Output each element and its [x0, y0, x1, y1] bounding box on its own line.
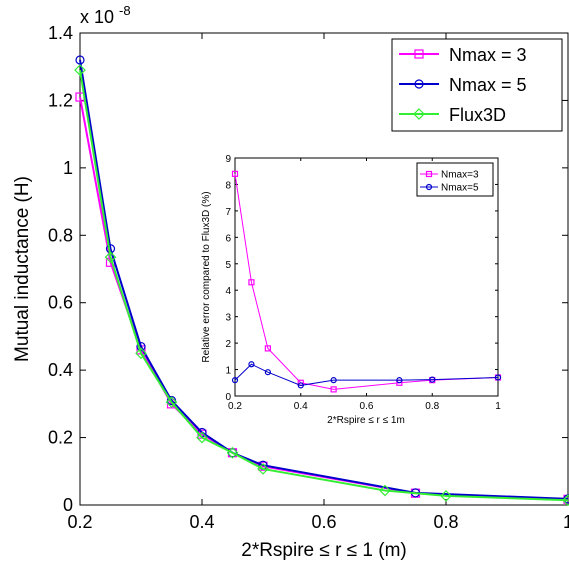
main-x-tick-label: 0.6 [311, 512, 336, 532]
main-y-ticks: 00.20.40.60.811.21.4 [48, 23, 568, 515]
main-series-3-point [135, 347, 147, 360]
inset-y-tick-label: 7 [225, 207, 231, 218]
inset-series-1-point [330, 386, 337, 393]
main-series-3-point [226, 446, 239, 459]
main-series-3-point [257, 463, 269, 475]
inset-y-tick-label: 0 [225, 392, 231, 403]
inset-y-axis-label: Relative error compared to Flux3D (%) [201, 191, 212, 362]
main-x-tick-label: 1 [563, 512, 569, 532]
inset-y-tick-label: 3 [225, 313, 231, 324]
inset-series-2-point [330, 377, 337, 384]
main-series-2-point [227, 448, 238, 458]
main-legend-marker-1 [414, 49, 424, 59]
main-y-tick-label: 0 [63, 495, 73, 515]
main-y-tick-label: 0.8 [48, 225, 73, 245]
inset-series-2-point [429, 376, 436, 383]
inset-series-group [231, 170, 502, 393]
main-legend-label-3: Flux3D [449, 105, 506, 125]
y-exponent-power: -8 [119, 3, 131, 18]
main-legend-marker-3 [413, 108, 425, 120]
main-y-tick-label: 0.6 [48, 293, 73, 313]
main-x-axis-label: 2*Rspire ≤ r ≤ 1 (m) [241, 540, 407, 561]
main-x-ticks: 0.2 0.4 0.6 0.8 1 [67, 33, 569, 532]
main-series-3-point [165, 396, 178, 409]
inset-y-ticks: 0 1 2 3 4 5 6 7 8 9 [225, 154, 498, 403]
inset-series-2-point [396, 377, 403, 384]
main-legend-items: Nmax = 3 Nmax = 5 Flux3D [399, 45, 527, 125]
inset-legend-marker-1 [425, 170, 433, 178]
main-series-3-point [74, 64, 86, 76]
main-x-tick-label: 0.4 [189, 512, 214, 532]
inset-y-tick-label: 5 [225, 260, 231, 271]
inset-series-1-point [264, 345, 271, 352]
inset-series-2-point [231, 377, 239, 384]
main-y-tick-label: 1.4 [48, 23, 73, 43]
main-series-3-point [440, 490, 452, 502]
main-y-axis-label: Mutual inductance (H) [12, 176, 33, 362]
inset-series-1-point [248, 279, 255, 286]
inset-series-1-point [231, 170, 239, 177]
main-x-tick-label: 0.8 [433, 512, 458, 532]
main-series-3-point [196, 431, 208, 444]
main-y-tick-label: 0.4 [48, 360, 73, 380]
inset-legend-marker-2 [425, 183, 433, 191]
inset-y-tick-label: 9 [225, 154, 231, 165]
inset-series-2-point [297, 382, 304, 389]
inset-series-2-point [494, 374, 502, 381]
inset-series-line-1 [234, 173, 499, 390]
main-series-3-point [562, 494, 569, 507]
inset-legend-items: Nmax=3 Nmax=5 [420, 170, 479, 194]
main-legend: Nmax = 3 Nmax = 5 Flux3D [391, 38, 563, 132]
inset-legend-box [416, 162, 494, 197]
inset-y-tick-label: 8 [225, 180, 231, 191]
inset-y-tick-label: 6 [225, 233, 231, 244]
inset-y-tick-label: 2 [225, 339, 231, 350]
main-axes: 0.2 0.4 0.6 0.8 1 00.20.40.60.811.21.4 x 10 … [12, 3, 569, 561]
inset-x-tick-label: 0.4 [294, 401, 308, 412]
inset-series-2-point [248, 361, 255, 368]
main-series-3-point [104, 251, 117, 264]
main-legend-label-2: Nmax = 5 [449, 75, 527, 95]
main-y-tick-label: 0.2 [48, 428, 73, 448]
inset-legend-label-2: Nmax=5 [441, 183, 479, 194]
main-legend-marker-2 [414, 79, 424, 89]
inset-plot-frame [234, 157, 499, 397]
inset-series-2-point [264, 369, 271, 376]
inset-x-tick-label: 0.8 [425, 401, 439, 412]
main-series-line-3 [79, 69, 569, 502]
main-series-3-point [379, 484, 391, 497]
inset-y-tick-label: 1 [225, 366, 231, 377]
inset-y-tick-label: 4 [225, 286, 231, 297]
inset-x-tick-label: 1 [495, 401, 501, 412]
main-y-tick-label: 1.2 [48, 90, 73, 110]
main-x-tick-label: 0.2 [67, 512, 92, 532]
inset-legend-label-1: Nmax=3 [441, 170, 479, 181]
main-y-tick-label: 1 [63, 158, 73, 178]
inset-axes: 0.2 0.4 0.6 0.8 1 0 1 2 3 4 5 6 7 8 9 2*Rspire ≤ r ≤ … [201, 154, 501, 426]
inset-x-axis-label: 2*Rspire ≤ r ≤ 1m [327, 415, 405, 426]
inset-x-tick-label: 0.6 [360, 401, 374, 412]
y-exponent-base: x 10 [80, 7, 114, 27]
main-series-2-point [75, 55, 85, 65]
main-series-group [74, 55, 569, 507]
main-legend-label-1: Nmax = 3 [449, 45, 527, 65]
inset-x-tick-label: 0.2 [228, 401, 242, 412]
